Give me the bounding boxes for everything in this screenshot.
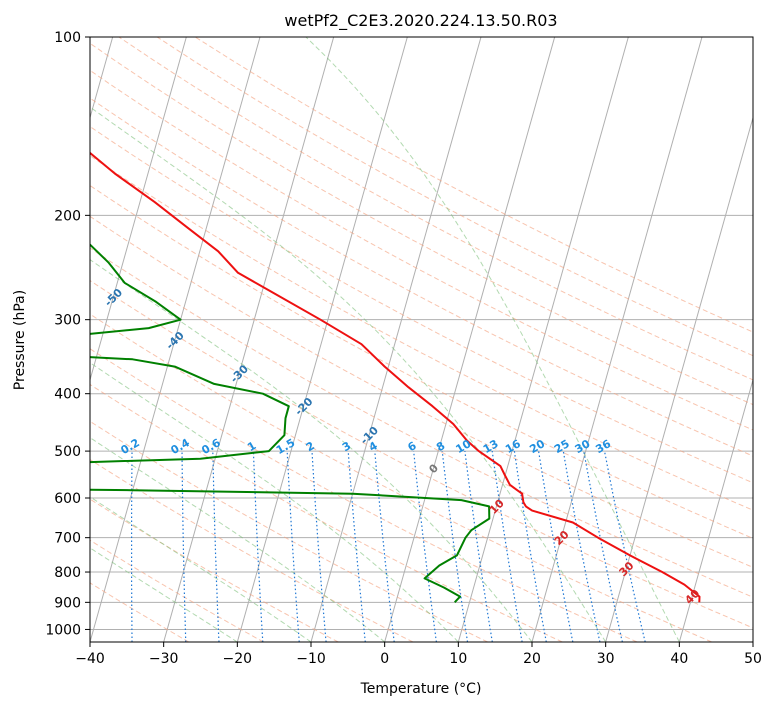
x-tick-label: 0 [380,651,389,667]
x-tick-label: 10 [449,651,467,667]
y-tick-label: 700 [54,531,81,547]
y-tick-label: 1000 [45,622,81,638]
y-tick-label: 900 [54,595,81,611]
x-tick-label: 20 [523,651,541,667]
x-tick-label: −30 [149,651,179,667]
x-tick-label: 30 [597,651,615,667]
y-tick-label: 100 [54,30,81,46]
x-tick-label: −20 [223,651,253,667]
y-tick-label: 600 [54,491,81,507]
x-axis-label: Temperature (°C) [360,681,482,697]
chart-title: wetPf2_C2E3.2020.224.13.50.R03 [284,11,557,31]
x-tick-label: 50 [744,651,762,667]
y-tick-label: 200 [54,208,81,224]
y-tick-label: 400 [54,387,81,403]
x-tick-label: 40 [670,651,688,667]
x-tick-label: −10 [296,651,326,667]
y-tick-label: 800 [54,565,81,581]
y-axis-label: Pressure (hPa) [12,290,28,390]
y-tick-label: 300 [54,313,81,329]
y-tick-label: 500 [54,444,81,460]
x-tick-label: −40 [75,651,105,667]
